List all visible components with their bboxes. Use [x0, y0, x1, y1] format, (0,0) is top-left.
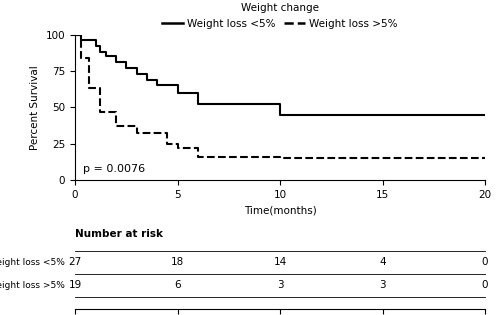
Text: 4: 4	[379, 257, 386, 267]
Text: 6: 6	[174, 280, 181, 290]
X-axis label: Time(months): Time(months)	[244, 205, 316, 215]
Text: 18: 18	[171, 257, 184, 267]
Legend: Weight loss <5%, Weight loss >5%: Weight loss <5%, Weight loss >5%	[158, 0, 402, 33]
Text: 14: 14	[274, 257, 286, 267]
Text: Weight loss <5%: Weight loss <5%	[0, 258, 65, 267]
Y-axis label: Percent Survival: Percent Survival	[30, 65, 40, 150]
Text: 0: 0	[482, 257, 488, 267]
Text: Weight loss >5%: Weight loss >5%	[0, 281, 65, 290]
Text: 3: 3	[379, 280, 386, 290]
Text: 0: 0	[482, 280, 488, 290]
Text: 3: 3	[276, 280, 283, 290]
Text: Number at risk: Number at risk	[75, 229, 163, 239]
Text: 27: 27	[68, 257, 82, 267]
Text: p = 0.0076: p = 0.0076	[83, 164, 146, 174]
Text: 19: 19	[68, 280, 82, 290]
